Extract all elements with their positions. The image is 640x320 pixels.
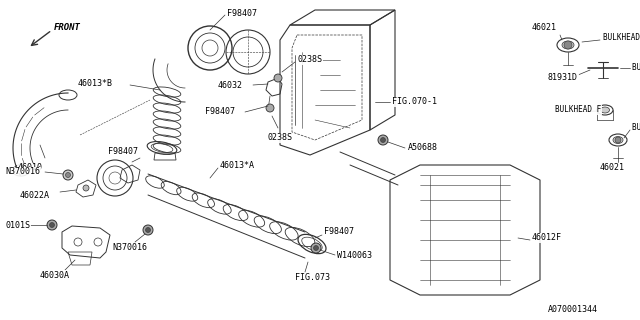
- Text: 46013*A: 46013*A: [220, 161, 255, 170]
- Text: A070001344: A070001344: [548, 306, 598, 315]
- Text: N370016: N370016: [112, 244, 147, 252]
- Text: BULKHEAD F: BULKHEAD F: [555, 106, 601, 115]
- Circle shape: [615, 137, 621, 143]
- Circle shape: [311, 243, 321, 253]
- Circle shape: [65, 172, 70, 178]
- Ellipse shape: [613, 137, 623, 143]
- Text: W140063: W140063: [337, 251, 372, 260]
- Circle shape: [564, 41, 572, 49]
- Circle shape: [47, 220, 57, 230]
- Text: 46021: 46021: [600, 164, 625, 172]
- Text: FRONT: FRONT: [54, 23, 81, 33]
- Circle shape: [49, 222, 54, 228]
- Circle shape: [266, 104, 274, 112]
- Text: A50688: A50688: [408, 143, 438, 153]
- Text: 0101S: 0101S: [5, 220, 30, 229]
- Circle shape: [143, 225, 153, 235]
- Circle shape: [145, 228, 150, 233]
- Text: N370016: N370016: [5, 167, 40, 177]
- Text: F98407: F98407: [227, 10, 257, 19]
- Ellipse shape: [600, 107, 609, 113]
- Text: F98407: F98407: [324, 228, 354, 236]
- Text: F98407: F98407: [108, 148, 138, 156]
- Text: 46021: 46021: [532, 23, 557, 33]
- Ellipse shape: [562, 41, 574, 49]
- Text: 81931D: 81931D: [548, 74, 578, 83]
- Text: FIG.073: FIG.073: [295, 274, 330, 283]
- Text: 46012F: 46012F: [532, 234, 562, 243]
- Text: 0238S: 0238S: [297, 55, 322, 65]
- Text: 0238S: 0238S: [268, 133, 293, 142]
- Text: F98407: F98407: [205, 108, 235, 116]
- Text: BULKHEAD F: BULKHEAD F: [603, 34, 640, 43]
- Circle shape: [314, 245, 319, 251]
- Text: 46030A: 46030A: [40, 270, 70, 279]
- Circle shape: [83, 185, 89, 191]
- Text: 46010: 46010: [18, 164, 43, 172]
- Text: 46022A: 46022A: [20, 190, 50, 199]
- Circle shape: [63, 170, 73, 180]
- Text: BULKHEAD F: BULKHEAD F: [632, 63, 640, 73]
- Text: FIG.070-1: FIG.070-1: [392, 98, 437, 107]
- Text: BULKHEAD F: BULKHEAD F: [632, 124, 640, 132]
- Text: 46032: 46032: [218, 81, 243, 90]
- Text: 46013*B: 46013*B: [78, 79, 113, 89]
- Circle shape: [274, 74, 282, 82]
- Circle shape: [381, 138, 385, 142]
- Circle shape: [378, 135, 388, 145]
